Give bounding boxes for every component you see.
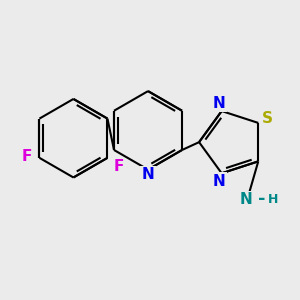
Text: N: N [213, 174, 225, 189]
Text: S: S [262, 112, 273, 127]
Text: N: N [213, 96, 225, 111]
Text: -: - [258, 190, 265, 208]
Text: H: H [268, 193, 278, 206]
Text: N: N [142, 167, 154, 182]
Text: F: F [21, 149, 32, 164]
Text: N: N [239, 192, 252, 207]
Text: F: F [114, 159, 124, 174]
